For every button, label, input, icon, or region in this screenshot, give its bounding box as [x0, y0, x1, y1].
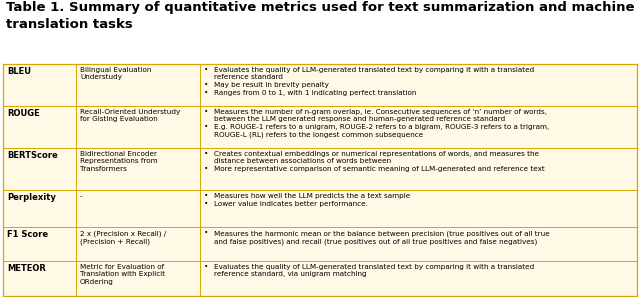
- Text: More representative comparison of semantic meaning of LLM-generated and referenc: More representative comparison of semant…: [214, 166, 545, 172]
- Text: E.g. ROUGE-1 refers to a unigram, ROUGE-2 refers to a bigram, ROUGE-3 refers to : E.g. ROUGE-1 refers to a unigram, ROUGE-…: [214, 124, 549, 138]
- Text: METEOR: METEOR: [7, 264, 46, 273]
- Text: Evaluates the quality of LLM-generated translated text by comparing it with a tr: Evaluates the quality of LLM-generated t…: [214, 264, 534, 277]
- Text: Measures the number of n-gram overlap, ie. Consecutive sequences of ‘n’ number o: Measures the number of n-gram overlap, i…: [214, 109, 547, 122]
- Text: -: -: [80, 193, 83, 199]
- Text: •: •: [204, 193, 208, 199]
- Text: ROUGE: ROUGE: [7, 109, 40, 118]
- Text: Bidirectional Encoder
Representations from
Transformers: Bidirectional Encoder Representations fr…: [80, 151, 157, 172]
- Text: Creates contextual embeddings or numerical representations of words, and measure: Creates contextual embeddings or numeric…: [214, 151, 539, 164]
- Text: Measures the harmonic mean or the balance between precision (true positives out : Measures the harmonic mean or the balanc…: [214, 230, 550, 245]
- Text: Bilingual Evaluation
Understudy: Bilingual Evaluation Understudy: [80, 67, 151, 80]
- Text: •: •: [204, 264, 208, 270]
- Text: Metric for Evaluation of
Translation with Explicit
ORdering: Metric for Evaluation of Translation wit…: [80, 264, 165, 285]
- Text: •: •: [204, 166, 208, 172]
- Text: •: •: [204, 230, 208, 236]
- Text: Evaluates the quality of LLM-generated translated text by comparing it with a tr: Evaluates the quality of LLM-generated t…: [214, 67, 534, 80]
- Text: 2 x (Precision x Recall) /
(Precision + Recall): 2 x (Precision x Recall) / (Precision + …: [80, 230, 166, 245]
- Text: Perplexity: Perplexity: [7, 193, 56, 202]
- Text: Recall-Oriented Understudy
for Gisting Evaluation: Recall-Oriented Understudy for Gisting E…: [80, 109, 180, 122]
- Text: May be result in brevity penalty: May be result in brevity penalty: [214, 82, 328, 88]
- Text: •: •: [204, 124, 208, 130]
- Text: Lower value indicates better performance.: Lower value indicates better performance…: [214, 201, 367, 207]
- Text: BLEU: BLEU: [7, 67, 31, 76]
- Bar: [3, 64, 637, 296]
- Text: •: •: [204, 67, 208, 73]
- Text: •: •: [204, 91, 208, 97]
- Text: Ranges from 0 to 1, with 1 indicating perfect translation: Ranges from 0 to 1, with 1 indicating pe…: [214, 91, 416, 97]
- Text: Table 1. Summary of quantitative metrics used for text summarization and machine: Table 1. Summary of quantitative metrics…: [6, 1, 635, 31]
- Text: BERTScore: BERTScore: [7, 151, 58, 160]
- Text: Measures how well the LLM predicts the a text sample: Measures how well the LLM predicts the a…: [214, 193, 410, 199]
- Text: F1 Score: F1 Score: [7, 230, 48, 239]
- Text: •: •: [204, 151, 208, 157]
- Text: •: •: [204, 109, 208, 115]
- Text: •: •: [204, 201, 208, 207]
- Text: •: •: [204, 82, 208, 88]
